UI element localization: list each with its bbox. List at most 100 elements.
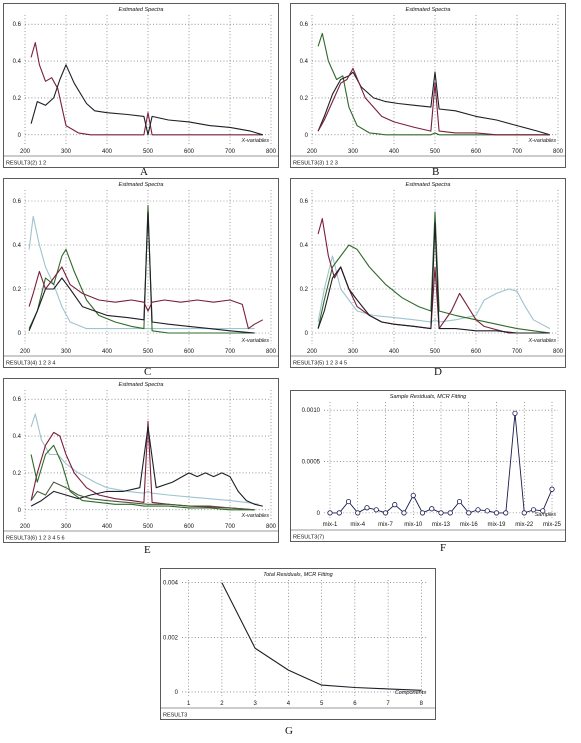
series-line-4: [28, 266, 264, 330]
series-line-2: [30, 64, 263, 136]
x-tick-label: 700: [225, 524, 236, 530]
x-tick-label: 300: [61, 349, 72, 355]
data-point-mix-19: [493, 510, 500, 516]
x-tick-label: 800: [266, 349, 277, 355]
chart-panel-d: RESULT3(5) 1 2 3 4 5 Estimated Spectra 200…: [290, 178, 566, 368]
data-point-mix-25: [549, 486, 555, 492]
chart-title: Estimated Spectra: [119, 7, 164, 13]
total-residual-line: [221, 582, 422, 691]
x-tick-label: 400: [389, 349, 400, 355]
x-tick-label: 4: [287, 701, 291, 707]
y-tick-label: 0: [18, 508, 22, 514]
x-tick-label: 300: [348, 349, 359, 355]
series-line-4: [317, 222, 550, 334]
data-point-mix-10: [410, 492, 416, 499]
series-line-1: [317, 255, 551, 330]
series-line-1: [30, 413, 259, 505]
x-tick-label: 400: [389, 149, 400, 155]
x-tick-label: 400: [102, 349, 113, 355]
x-tick-label: 200: [307, 349, 318, 355]
y-tick-label: 0: [18, 331, 22, 337]
x-tick-label: 5: [320, 701, 324, 707]
x-tick-label: 3: [253, 701, 257, 707]
data-point-mix-8: [392, 502, 398, 508]
figure-label-b: B: [432, 166, 440, 178]
x-tick-label: 600: [184, 149, 195, 155]
x-tick-label: 7: [386, 701, 390, 707]
data-point-mix-7: [382, 510, 389, 516]
y-tick-label: 0.2: [13, 96, 22, 102]
y-tick-label: 0: [175, 690, 179, 696]
data-point-mix-9: [401, 510, 407, 516]
x-tick-label: 200: [20, 524, 31, 530]
data-point-mix-12: [429, 506, 435, 512]
figure-label-d: D: [434, 366, 442, 378]
chart-svg-c: RESULT3(4) 1 2 3 4 Estimated Spectra 200 30…: [3, 178, 279, 368]
data-point-mix-11: [419, 510, 426, 516]
data-point-mix-23: [530, 507, 537, 513]
chart-panel-f: RESULT3(7) Sample Residuals, MCR Fitting m…: [290, 390, 566, 542]
x-tick-label: 600: [471, 149, 482, 155]
chart-frame: [3, 3, 279, 168]
x-tick-label: 800: [266, 524, 277, 530]
x-tick-label: 400: [102, 524, 113, 530]
y-tick-label: 0.002: [163, 635, 179, 641]
data-point-mix-4: [355, 510, 361, 516]
series-line-2: [317, 71, 550, 136]
series-line-2: [317, 211, 550, 334]
chart-panel-b: RESULT3(3) 1 2 3 Estimated Spectra 200 300 4…: [290, 3, 566, 168]
chart-title: Total Residuals, MCR Fitting: [263, 572, 333, 578]
data-point-mix-17: [475, 507, 481, 513]
y-tick-label: 0: [317, 511, 321, 517]
data-point-mix-13: [438, 510, 444, 516]
y-tick-label: 0.2: [300, 287, 309, 293]
x-tick-label: 600: [184, 524, 195, 530]
series-line-3: [30, 426, 263, 507]
chart-footer: RESULT3(7): [293, 535, 324, 541]
x-tick-label: 300: [61, 524, 72, 530]
x-tick-label: mix-16: [460, 522, 479, 528]
chart-frame: [290, 178, 566, 368]
y-tick-label: 0.6: [13, 199, 22, 205]
x-tick-label: 800: [553, 349, 564, 355]
series-line-5: [30, 481, 255, 511]
data-point-mix-21: [512, 410, 518, 416]
x-tick-label: 500: [143, 149, 154, 155]
x-tick-label: 8: [420, 701, 424, 707]
x-tick-label: 2: [220, 701, 224, 707]
series-line-3: [28, 211, 255, 334]
y-tick-label: 0.6: [13, 397, 22, 403]
x-axis-label: X-variables: [527, 138, 556, 144]
x-tick-label: mix-7: [378, 522, 393, 528]
y-tick-label: 0.2: [13, 287, 22, 293]
y-tick-label: 0.4: [300, 59, 309, 65]
chart-panel-c: RESULT3(4) 1 2 3 4 Estimated Spectra 200 30…: [3, 178, 279, 368]
figure-label-g: G: [285, 725, 293, 737]
data-point-mix-3: [345, 498, 352, 505]
data-point-mix-2: [336, 510, 342, 516]
x-axis-label: X-variables: [240, 338, 269, 344]
y-tick-label: 0.6: [13, 22, 22, 28]
chart-svg-a: RESULT3(2) 1 2 Estimated Spectra 200 300 400…: [3, 3, 279, 168]
x-tick-label: mix-22: [515, 522, 534, 528]
x-tick-label: 200: [20, 349, 31, 355]
y-tick-label: 0.0005: [302, 460, 321, 466]
data-point-mix-1: [327, 510, 333, 516]
series-line-1: [28, 215, 255, 330]
chart-title: Estimated Spectra: [119, 382, 164, 388]
x-tick-label: 1: [187, 701, 191, 707]
figure-label-f: F: [440, 542, 447, 554]
chart-title: Estimated Spectra: [406, 7, 451, 13]
x-tick-label: 400: [102, 149, 113, 155]
x-axis-label: X-variables: [527, 338, 556, 344]
chart-footer: RESULT3(2) 1 2: [6, 161, 46, 167]
chart-panel-a: RESULT3(2) 1 2 Estimated Spectra 200 300 400…: [3, 3, 279, 168]
data-point-mix-16: [466, 510, 472, 516]
x-tick-label: 700: [512, 349, 523, 355]
x-tick-label: 500: [143, 349, 154, 355]
y-tick-label: 0.0010: [302, 408, 321, 414]
data-point-mix-5: [364, 505, 370, 511]
series-line-3: [317, 67, 550, 136]
x-axis-label: X-variables: [240, 513, 269, 519]
chart-svg-f: RESULT3(7) Sample Residuals, MCR Fitting m…: [290, 390, 566, 542]
